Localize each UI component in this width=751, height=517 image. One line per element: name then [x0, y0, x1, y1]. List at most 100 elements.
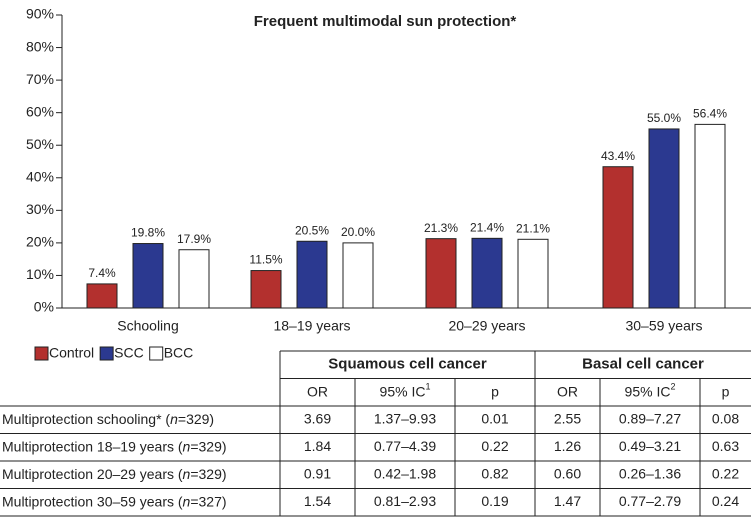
- row-label-text: =329): [178, 410, 214, 426]
- row-label-text: Multiprotection schooling* (: [2, 410, 170, 426]
- table-cell: 0.77–2.79: [619, 493, 681, 509]
- table-cell: 1.84: [304, 438, 331, 454]
- column-header: OR: [557, 383, 578, 399]
- column-header-sup: 2: [670, 382, 675, 392]
- row-label: Multiprotection 30–59 years (n=327): [2, 493, 227, 509]
- row-label: Multiprotection schooling* (n=329): [2, 410, 214, 426]
- table-cell: 0.01: [481, 410, 508, 426]
- row-label: Multiprotection 18–19 years (n=329): [2, 438, 227, 454]
- bar: [602, 166, 634, 309]
- bar: [250, 270, 282, 309]
- bar: [648, 128, 680, 309]
- y-tick-label: 10%: [26, 266, 54, 282]
- y-tick-label: 50%: [26, 136, 54, 152]
- table-cell: 0.08: [712, 410, 739, 426]
- value-label: 21.3%: [424, 221, 458, 235]
- table-cell: 1.26: [554, 438, 581, 454]
- bar: [342, 242, 374, 309]
- table-cell: 1.47: [554, 493, 581, 509]
- row-label-text: Multiprotection 20–29 years (: [2, 465, 183, 481]
- column-header-text: OR: [307, 383, 328, 399]
- table-cell: 0.22: [481, 438, 508, 454]
- y-tick-label: 60%: [26, 103, 54, 119]
- x-tick-label: 30–59 years: [625, 318, 702, 334]
- value-label: 20.5%: [295, 223, 329, 237]
- table-cell: 0.42–1.98: [374, 465, 436, 481]
- table-cell: 0.19: [481, 493, 508, 509]
- chart-title: Frequent multimodal sun protection*: [254, 13, 517, 30]
- group-header: Basal cell cancer: [582, 356, 704, 373]
- column-header: p: [491, 383, 499, 399]
- row-label-text: =327): [190, 493, 226, 509]
- group-header: Squamous cell cancer: [328, 356, 487, 373]
- column-header: p: [722, 383, 730, 399]
- table-cell: 0.63: [712, 438, 739, 454]
- table-cell: 1.54: [304, 493, 331, 509]
- x-tick-label: 18–19 years: [273, 318, 350, 334]
- y-tick-label: 40%: [26, 168, 54, 184]
- table-cell: 0.91: [304, 465, 331, 481]
- row-label-italic: n: [183, 438, 191, 454]
- column-header-text: p: [722, 383, 730, 399]
- bar: [517, 238, 549, 309]
- legend-swatch: [34, 346, 49, 361]
- row-label-text: Multiprotection 18–19 years (: [2, 438, 183, 454]
- y-tick-label: 80%: [26, 38, 54, 54]
- y-tick-label: 70%: [26, 71, 54, 87]
- column-header: OR: [307, 383, 328, 399]
- bar: [471, 237, 503, 309]
- value-label: 11.5%: [249, 253, 282, 267]
- legend-label: SCC: [114, 345, 144, 361]
- legend-swatch: [149, 346, 164, 361]
- table-cell: 0.49–3.21: [619, 438, 681, 454]
- table-cell: 0.89–7.27: [619, 410, 681, 426]
- table-cell: 2.55: [554, 410, 581, 426]
- column-header: 95% IC2: [625, 382, 676, 399]
- value-label: 43.4%: [601, 149, 635, 163]
- column-header-text: 95% IC: [380, 383, 426, 399]
- bar: [86, 283, 118, 309]
- table-cell: 0.22: [712, 465, 739, 481]
- table-cell: 1.37–9.93: [374, 410, 436, 426]
- y-tick-label: 90%: [26, 6, 54, 22]
- column-header: 95% IC1: [380, 382, 431, 399]
- row-label-text: Multiprotection 30–59 years (: [2, 493, 183, 509]
- bar: [178, 249, 210, 309]
- legend-swatch: [99, 346, 114, 361]
- x-tick-label: Schooling: [117, 318, 179, 334]
- value-label: 17.9%: [177, 232, 211, 246]
- y-tick-label: 30%: [26, 201, 54, 217]
- y-tick-label: 20%: [26, 234, 54, 250]
- bar: [132, 243, 164, 309]
- value-label: 7.4%: [88, 266, 116, 280]
- column-header-text: OR: [557, 383, 578, 399]
- table-cell: 0.60: [554, 465, 581, 481]
- value-label: 55.0%: [647, 111, 681, 125]
- row-label-text: =329): [190, 438, 226, 454]
- value-label: 19.8%: [131, 226, 165, 240]
- y-tick-label: 0%: [34, 299, 54, 315]
- row-label-italic: n: [170, 410, 178, 426]
- column-header-sup: 1: [425, 382, 430, 392]
- column-header-text: 95% IC: [625, 383, 671, 399]
- bar: [296, 240, 328, 309]
- table-cell: 0.82: [481, 465, 508, 481]
- table-cell: 0.81–2.93: [374, 493, 436, 509]
- row-label-text: =329): [190, 465, 226, 481]
- value-label: 56.4%: [693, 107, 727, 121]
- value-label: 20.0%: [341, 225, 375, 239]
- table-cell: 0.24: [712, 493, 739, 509]
- table-cell: 0.26–1.36: [619, 465, 681, 481]
- bar: [425, 238, 457, 309]
- value-label: 21.1%: [516, 221, 550, 235]
- table-cell: 3.69: [304, 410, 331, 426]
- row-label-italic: n: [183, 493, 191, 509]
- row-label: Multiprotection 20–29 years (n=329): [2, 465, 227, 481]
- bar: [694, 123, 726, 309]
- legend-label: Control: [49, 345, 94, 361]
- column-header-text: p: [491, 383, 499, 399]
- row-label-italic: n: [183, 465, 191, 481]
- table-cell: 0.77–4.39: [374, 438, 436, 454]
- value-label: 21.4%: [470, 221, 504, 235]
